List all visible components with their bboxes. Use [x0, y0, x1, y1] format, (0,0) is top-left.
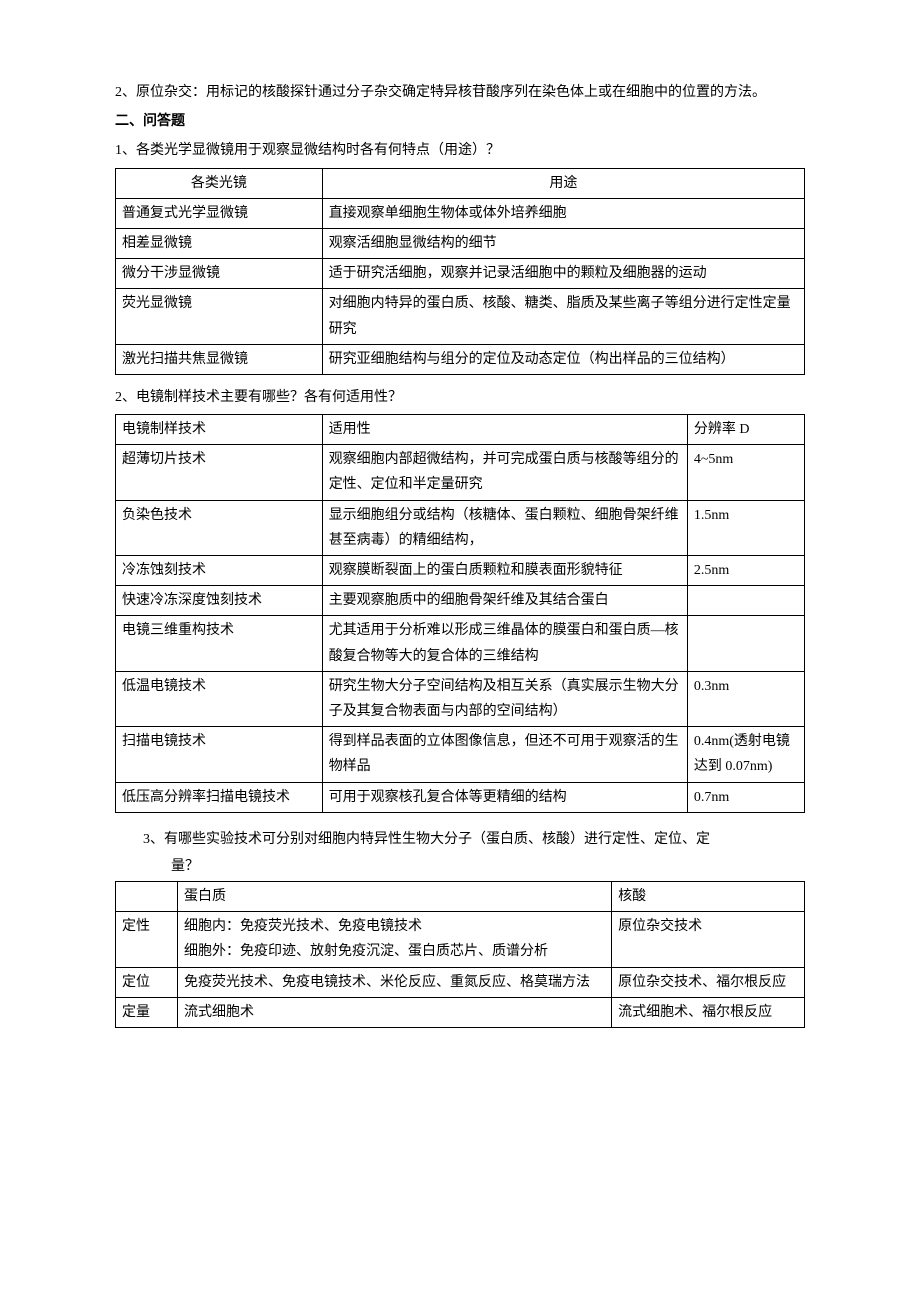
question-2: 2、电镜制样技术主要有哪些？各有何适用性？ — [115, 385, 805, 410]
table-cell: 原位杂交技术、福尔根反应 — [612, 967, 805, 997]
document-page: 2、原位杂交：用标记的核酸探针通过分子杂交确定特异核苷酸序列在染色体上或在细胞中… — [0, 0, 920, 1098]
table-cell: 定位 — [116, 967, 178, 997]
table-cell — [687, 586, 804, 616]
table-cell: 4~5nm — [687, 445, 804, 500]
table-cell: 电镜三维重构技术 — [116, 616, 323, 671]
table-cell: 低温电镜技术 — [116, 671, 323, 726]
table-cell: 主要观察胞质中的细胞骨架纤维及其结合蛋白 — [322, 586, 687, 616]
table-cell: 尤其适用于分析难以形成三维晶体的膜蛋白和蛋白质—核酸复合物等大的复合体的三维结构 — [322, 616, 687, 671]
question-3-line2: 量？ — [115, 854, 805, 879]
table-row: 负染色技术 显示细胞组分或结构（核糖体、蛋白颗粒、细胞骨架纤维甚至病毒）的精细结… — [116, 500, 805, 555]
table-header-cell: 用途 — [322, 168, 804, 198]
table-cell: 免疫荧光技术、免疫电镜技术、米伦反应、重氮反应、格莫瑞方法 — [178, 967, 612, 997]
intro-paragraph: 2、原位杂交：用标记的核酸探针通过分子杂交确定特异核苷酸序列在染色体上或在细胞中… — [115, 80, 805, 105]
table-2-em-techniques: 电镜制样技术 适用性 分辨率 D 超薄切片技术 观察细胞内部超微结构，并可完成蛋… — [115, 414, 805, 813]
table-cell: 可用于观察核孔复合体等更精细的结构 — [322, 782, 687, 812]
table-header-cell: 电镜制样技术 — [116, 415, 323, 445]
table-row: 微分干涉显微镜 适于研究活细胞，观察并记录活细胞中的颗粒及细胞器的运动 — [116, 259, 805, 289]
table-cell: 普通复式光学显微镜 — [116, 198, 323, 228]
table-cell: 1.5nm — [687, 500, 804, 555]
table-row: 定量 流式细胞术 流式细胞术、福尔根反应 — [116, 997, 805, 1027]
table-cell: 0.4nm(透射电镜达到 0.07nm) — [687, 727, 804, 782]
table-cell: 0.3nm — [687, 671, 804, 726]
table-header-cell: 分辨率 D — [687, 415, 804, 445]
table-cell: 2.5nm — [687, 556, 804, 586]
table-row: 快速冷冻深度蚀刻技术 主要观察胞质中的细胞骨架纤维及其结合蛋白 — [116, 586, 805, 616]
table-row: 电镜三维重构技术 尤其适用于分析难以形成三维晶体的膜蛋白和蛋白质—核酸复合物等大… — [116, 616, 805, 671]
table-row: 荧光显微镜 对细胞内特异的蛋白质、核酸、糖类、脂质及某些离子等组分进行定性定量研… — [116, 289, 805, 344]
table-cell: 扫描电镜技术 — [116, 727, 323, 782]
table-cell: 研究亚细胞结构与组分的定位及动态定位（构出样品的三位结构） — [322, 344, 804, 374]
table-cell: 0.7nm — [687, 782, 804, 812]
table-cell: 低压高分辨率扫描电镜技术 — [116, 782, 323, 812]
table-header-cell: 各类光镜 — [116, 168, 323, 198]
table-cell: 得到样品表面的立体图像信息，但还不可用于观察活的生物样品 — [322, 727, 687, 782]
table-cell: 流式细胞术、福尔根反应 — [612, 997, 805, 1027]
table-row: 普通复式光学显微镜 直接观察单细胞生物体或体外培养细胞 — [116, 198, 805, 228]
table-row: 相差显微镜 观察活细胞显微结构的细节 — [116, 228, 805, 258]
table-cell: 研究生物大分子空间结构及相互关系（真实展示生物大分子及其复合物表面与内部的空间结… — [322, 671, 687, 726]
table-row: 激光扫描共焦显微镜 研究亚细胞结构与组分的定位及动态定位（构出样品的三位结构） — [116, 344, 805, 374]
table-row: 低温电镜技术 研究生物大分子空间结构及相互关系（真实展示生物大分子及其复合物表面… — [116, 671, 805, 726]
table-cell: 适于研究活细胞，观察并记录活细胞中的颗粒及细胞器的运动 — [322, 259, 804, 289]
table-cell: 观察活细胞显微结构的细节 — [322, 228, 804, 258]
section-heading: 二、问答题 — [115, 109, 805, 134]
table-cell: 观察膜断裂面上的蛋白质颗粒和膜表面形貌特征 — [322, 556, 687, 586]
table-cell: 相差显微镜 — [116, 228, 323, 258]
table-cell: 荧光显微镜 — [116, 289, 323, 344]
table-cell: 超薄切片技术 — [116, 445, 323, 500]
table-row: 低压高分辨率扫描电镜技术 可用于观察核孔复合体等更精细的结构 0.7nm — [116, 782, 805, 812]
table-row: 蛋白质 核酸 — [116, 882, 805, 912]
table-cell: 冷冻蚀刻技术 — [116, 556, 323, 586]
table-cell: 直接观察单细胞生物体或体外培养细胞 — [322, 198, 804, 228]
table-row: 扫描电镜技术 得到样品表面的立体图像信息，但还不可用于观察活的生物样品 0.4n… — [116, 727, 805, 782]
table-cell: 显示细胞组分或结构（核糖体、蛋白颗粒、细胞骨架纤维甚至病毒）的精细结构， — [322, 500, 687, 555]
question-3-line1: 3、有哪些实验技术可分别对细胞内特异性生物大分子（蛋白质、核酸）进行定性、定位、… — [115, 827, 805, 852]
table-cell: 观察细胞内部超微结构，并可完成蛋白质与核酸等组分的定性、定位和半定量研究 — [322, 445, 687, 500]
table-row: 冷冻蚀刻技术 观察膜断裂面上的蛋白质颗粒和膜表面形貌特征 2.5nm — [116, 556, 805, 586]
table-cell: 定性 — [116, 912, 178, 967]
table-cell: 原位杂交技术 — [612, 912, 805, 967]
table-cell: 负染色技术 — [116, 500, 323, 555]
table-header-cell: 适用性 — [322, 415, 687, 445]
table-header-cell: 蛋白质 — [178, 882, 612, 912]
table-3-analysis-techniques: 蛋白质 核酸 定性 细胞内：免疫荧光技术、免疫电镜技术细胞外：免疫印迹、放射免疫… — [115, 881, 805, 1028]
table-row: 各类光镜 用途 — [116, 168, 805, 198]
table-cell: 快速冷冻深度蚀刻技术 — [116, 586, 323, 616]
table-row: 电镜制样技术 适用性 分辨率 D — [116, 415, 805, 445]
question-1: 1、各类光学显微镜用于观察显微结构时各有何特点（用途）？ — [115, 138, 805, 163]
table-header-cell — [116, 882, 178, 912]
table-row: 定位 免疫荧光技术、免疫电镜技术、米伦反应、重氮反应、格莫瑞方法 原位杂交技术、… — [116, 967, 805, 997]
table-cell: 细胞内：免疫荧光技术、免疫电镜技术细胞外：免疫印迹、放射免疫沉淀、蛋白质芯片、质… — [178, 912, 612, 967]
table-row: 定性 细胞内：免疫荧光技术、免疫电镜技术细胞外：免疫印迹、放射免疫沉淀、蛋白质芯… — [116, 912, 805, 967]
table-1-optical-microscopes: 各类光镜 用途 普通复式光学显微镜 直接观察单细胞生物体或体外培养细胞 相差显微… — [115, 168, 805, 375]
table-row: 超薄切片技术 观察细胞内部超微结构，并可完成蛋白质与核酸等组分的定性、定位和半定… — [116, 445, 805, 500]
table-cell: 微分干涉显微镜 — [116, 259, 323, 289]
table-cell: 流式细胞术 — [178, 997, 612, 1027]
table-cell: 对细胞内特异的蛋白质、核酸、糖类、脂质及某些离子等组分进行定性定量研究 — [322, 289, 804, 344]
table-cell — [687, 616, 804, 671]
table-cell: 激光扫描共焦显微镜 — [116, 344, 323, 374]
table-header-cell: 核酸 — [612, 882, 805, 912]
table-cell: 定量 — [116, 997, 178, 1027]
